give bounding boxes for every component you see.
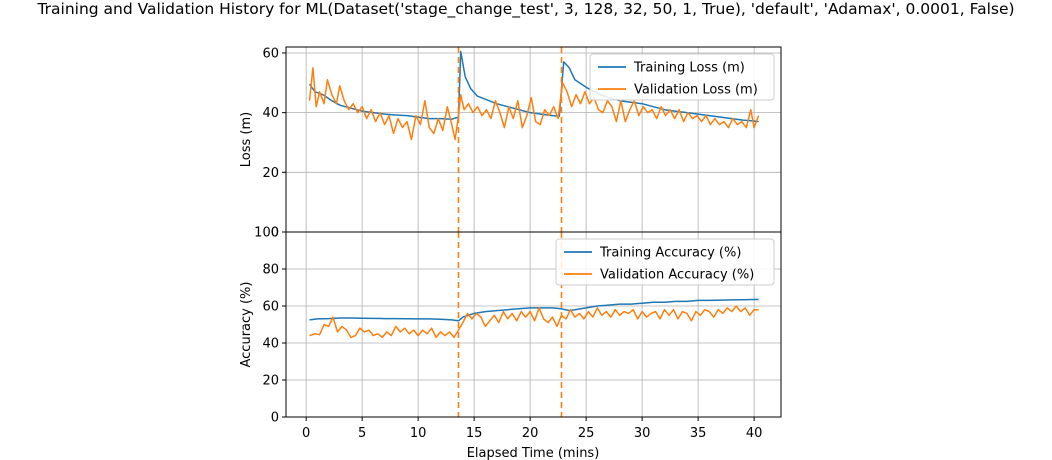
accuracy-grid — [286, 231, 781, 418]
y-tick-label: 100 — [254, 226, 279, 241]
y-tick-label: 80 — [262, 263, 279, 278]
x-tick-label: 20 — [522, 426, 539, 441]
y-tick-label: 0 — [271, 411, 279, 426]
series-line-training-accuracy — [309, 298, 759, 322]
chart-title: Training and Validation History for ML(D… — [36, 0, 1014, 19]
y-tick-label: 40 — [262, 106, 279, 121]
accuracy-panel: 0 20 40 60 80 100 Accuracy (%) Training Accur… — [239, 226, 782, 426]
x-tick-label: 0 — [302, 426, 310, 441]
y-tick-label: 60 — [262, 46, 279, 61]
x-tick-label: 35 — [690, 426, 707, 441]
loss-series — [308, 50, 760, 141]
series-line-validation-loss-m — [308, 67, 760, 141]
x-tick-label: 40 — [746, 426, 763, 441]
y-tick-label: 0 — [271, 226, 279, 241]
legend-box — [589, 53, 775, 101]
accuracy-y-ticks: 0 20 40 60 80 100 — [254, 226, 286, 426]
y-tick-label: 20 — [262, 374, 279, 389]
accuracy-y-axis-label: Accuracy (%) — [239, 282, 254, 368]
x-axis-label: Elapsed Time (mins) — [467, 446, 600, 460]
loss-panel: 0 20 40 60 Loss (m) Training Loss (m) Valida… — [239, 46, 782, 241]
y-tick-label: 20 — [262, 166, 279, 181]
accuracy-series — [309, 298, 759, 339]
series-line-validation-accuracy — [309, 305, 759, 339]
loss-y-axis-label: Loss (m) — [239, 112, 254, 167]
accuracy-plot-frame — [285, 231, 782, 418]
legend-label: Training Loss (m) — [633, 61, 745, 76]
y-tick-label: 60 — [262, 300, 279, 315]
accuracy-legend: Training Accuracy (%) Validation Accuracy… — [555, 238, 775, 286]
legend-label: Validation Loss (m) — [634, 83, 758, 98]
x-tick-label: 10 — [410, 426, 427, 441]
loss-legend: Training Loss (m) Validation Loss (m) — [589, 53, 775, 101]
loss-stage-change-lines — [457, 47, 563, 232]
x-ticks: 0 5 10 15 20 25 30 35 40 — [302, 417, 762, 441]
x-tick-label: 25 — [578, 426, 595, 441]
legend-label: Training Accuracy (%) — [599, 246, 741, 261]
loss-y-ticks: 0 20 40 60 — [262, 46, 286, 241]
x-tick-label: 5 — [358, 426, 366, 441]
legend-box — [555, 238, 775, 286]
x-tick-label: 30 — [634, 426, 651, 441]
y-tick-label: 40 — [262, 337, 279, 352]
x-tick-label: 15 — [466, 426, 483, 441]
legend-label: Validation Accuracy (%) — [600, 268, 754, 283]
